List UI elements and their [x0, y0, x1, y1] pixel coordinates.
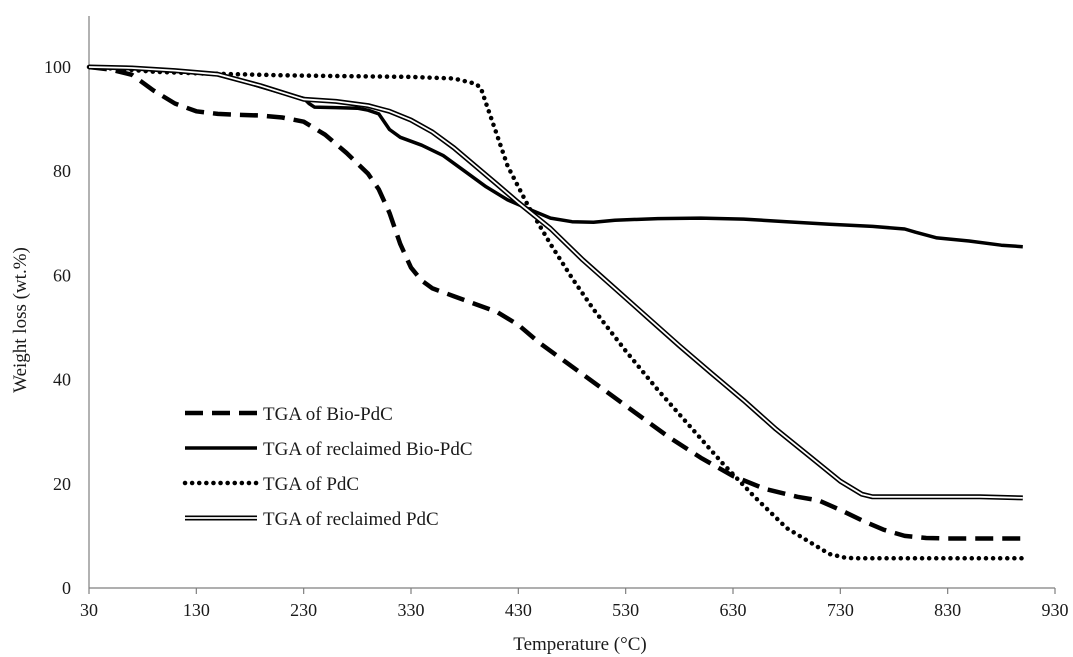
y-axis-title: Weight loss (wt.%) [10, 247, 31, 393]
x-tick-label: 730 [827, 600, 854, 620]
y-tick-label: 0 [62, 578, 71, 598]
series-tga-of-reclaimed-pdc [88, 64, 1023, 501]
legend-label: TGA of PdC [263, 474, 359, 495]
axes-layer: 30 130 230 330 430 530 630 730 830 930 0 20 40 60 80 10… [44, 16, 1069, 620]
x-tick-label: 30 [80, 600, 98, 620]
series-layer [86, 64, 1026, 561]
series-tga-of-pdc [86, 64, 1026, 561]
x-axis-title: Temperature (°C) [513, 634, 646, 655]
legend-item: TGA of PdC [182, 474, 359, 495]
x-tick-label: 930 [1042, 600, 1069, 620]
legend: TGA of Bio-PdC TGA of reclaimed Bio-PdC TG… [182, 404, 473, 530]
series-line-outer [88, 64, 1023, 501]
x-tick-label: 530 [612, 600, 639, 620]
x-tick-label: 430 [505, 600, 532, 620]
x-tick-label: 330 [398, 600, 425, 620]
legend-label: TGA of Bio-PdC [263, 404, 393, 425]
y-tick-label: 100 [44, 57, 71, 77]
legend-item: TGA of Bio-PdC [185, 404, 393, 425]
x-tick-label: 630 [720, 600, 747, 620]
x-tick-label: 230 [290, 600, 317, 620]
series-tga-of-reclaimed-bio-pdc [88, 65, 1023, 249]
y-tick-label: 40 [53, 370, 71, 390]
legend-label: TGA of reclaimed PdC [263, 509, 439, 530]
series-line-inner [88, 66, 1023, 499]
series-tga-of-bio-pdc [88, 64, 1023, 541]
legend-label: TGA of reclaimed Bio-PdC [263, 439, 473, 460]
y-tick-label: 20 [53, 474, 71, 494]
x-tick-label: 830 [934, 600, 961, 620]
y-tick-label: 80 [53, 161, 71, 181]
x-tick-label: 130 [183, 600, 210, 620]
y-tick-label: 60 [53, 265, 71, 285]
legend-item: TGA of reclaimed Bio-PdC [185, 439, 473, 460]
legend-item: TGA of reclaimed PdC [185, 509, 439, 530]
